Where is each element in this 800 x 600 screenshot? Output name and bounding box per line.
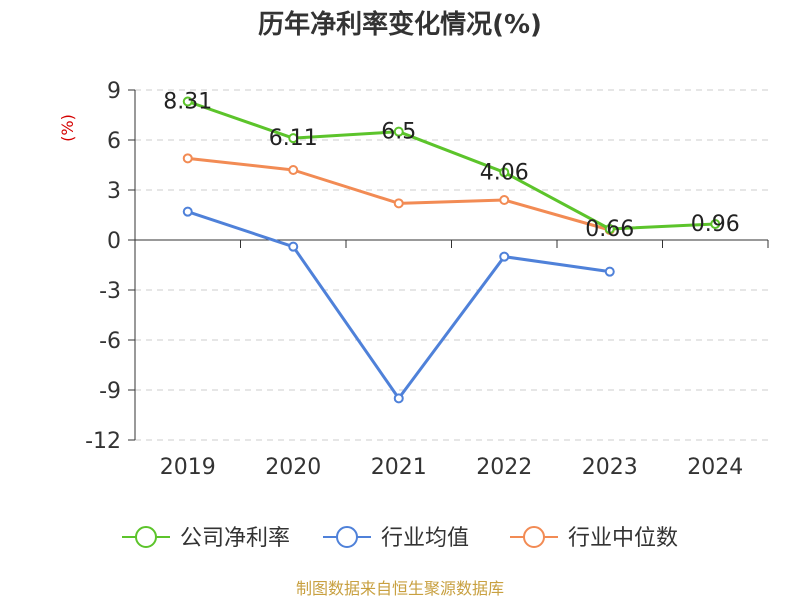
legend-item[interactable]: 公司净利率 [122,526,290,551]
legend-marker-icon [135,526,157,548]
data-label: 6.11 [269,126,318,151]
axes [128,89,769,441]
data-point[interactable] [604,266,615,277]
legend-label: 公司净利率 [180,526,290,551]
y-tick-label: 9 [107,79,121,104]
y-axis-label: (%) [58,114,77,142]
legend[interactable]: 公司净利率 行业均值 行业中位数 [122,526,678,551]
chart-title: 历年净利率变化情况(%) [258,9,542,40]
data-label: 4.06 [480,160,529,185]
legend-marker-icon [523,526,545,548]
data-point[interactable] [288,133,299,144]
data-point[interactable] [604,224,615,234]
data-label: 0.96 [691,212,740,237]
y-tick-label: -12 [85,429,121,454]
data-point[interactable] [182,153,193,164]
data-point[interactable] [499,251,510,262]
data-label: 0.66 [585,217,634,242]
data-label: 8.31 [163,90,212,115]
data-point[interactable] [393,393,404,404]
y-tick-label: 3 [107,179,121,204]
legend-label: 行业中位数 [568,526,678,551]
data-point[interactable] [288,241,299,252]
x-tick-label: 2020 [265,455,321,480]
grid-lines [135,89,768,441]
data-point[interactable] [393,198,404,209]
legend-item[interactable]: 行业中位数 [510,526,678,551]
y-tick-label: -3 [99,279,121,304]
legend-item[interactable]: 行业均值 [323,526,469,551]
series-layer [182,96,721,404]
x-tick-label: 2019 [160,455,216,480]
x-tick-label: 2021 [371,455,427,480]
data-point[interactable] [182,96,193,107]
y-tick-label: -6 [99,329,121,354]
legend-marker-icon [336,526,358,548]
y-tick-label: -9 [99,379,121,404]
source-note: 制图数据来自恒生聚源数据库 [296,579,504,598]
data-point[interactable] [710,219,721,229]
data-point[interactable] [182,206,193,217]
data-point[interactable] [499,167,510,178]
data-labels: 8.31 6.11 6.5 4.06 0.66 0.96 [163,90,739,243]
x-tick-label: 2024 [687,455,743,480]
x-tick-label: 2023 [582,455,638,480]
data-point[interactable] [499,195,510,205]
data-point[interactable] [288,165,299,175]
y-tick-label: 0 [107,229,121,254]
y-tick-label: 6 [107,129,121,154]
series-line [187,100,716,231]
legend-label: 行业均值 [381,526,469,551]
data-point[interactable] [393,126,404,137]
x-tick-label: 2022 [476,455,532,480]
tick-labels: 9 6 3 0 -3 -6 -9 -12 2019 2020 2021 2022 2023 2024 [85,79,743,480]
data-label: 6.5 [381,120,416,145]
